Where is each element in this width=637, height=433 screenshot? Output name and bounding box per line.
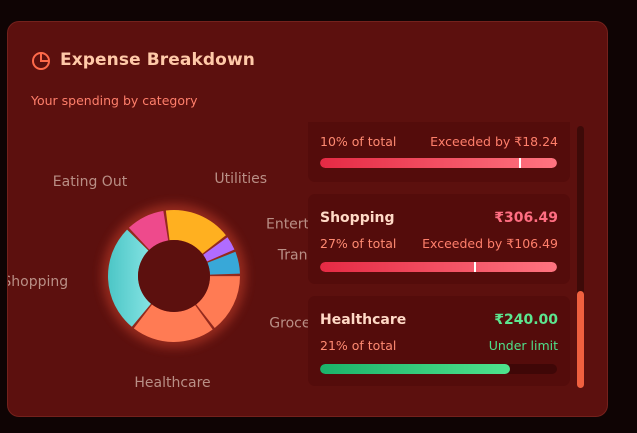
expense-breakdown-card: Expense Breakdown Your spending by categ… xyxy=(7,21,608,417)
category-status: Exceeded by ₹106.49 xyxy=(422,236,558,251)
progress-bar xyxy=(320,262,557,272)
card-subtitle: Your spending by category xyxy=(31,93,198,108)
progress-fill xyxy=(320,158,557,168)
list-item[interactable]: Shopping ₹306.49 27% of total Exceeded b… xyxy=(308,194,570,284)
slice-label-shopping: Shopping xyxy=(8,274,68,290)
category-percent: 21% of total xyxy=(320,338,397,353)
category-amount: ₹306.49 xyxy=(494,210,558,226)
category-percent: 27% of total xyxy=(320,236,397,251)
slice-label-utilities: Utilities xyxy=(214,171,267,187)
scrollbar-thumb[interactable] xyxy=(577,291,584,388)
category-name: Shopping xyxy=(320,210,395,226)
pie-chart-icon xyxy=(32,52,50,70)
pie-slice-shopping[interactable] xyxy=(108,229,152,327)
budget-limit-marker xyxy=(519,158,522,168)
donut-chart: Groceries Healthcare Shopping Eating Out Uti… xyxy=(8,122,318,412)
pie-slice-eating-out[interactable] xyxy=(128,210,169,250)
slice-label-healthcare: Healthcare xyxy=(134,375,210,391)
list-item[interactable]: Healthcare ₹240.00 21% of total Under li… xyxy=(308,296,570,386)
pie-slice-healthcare[interactable] xyxy=(133,304,213,342)
slice-label-entertainment: Entertainment xyxy=(266,216,318,232)
pie-slice-utilities[interactable] xyxy=(165,210,226,254)
pie-slice-transportation[interactable] xyxy=(207,251,240,275)
progress-bar xyxy=(320,364,557,374)
category-list[interactable]: 10% of total Exceeded by ₹18.24 Shopping… xyxy=(308,122,570,414)
category-status: Exceeded by ₹18.24 xyxy=(430,134,558,149)
category-amount: ₹240.00 xyxy=(494,312,558,328)
pie-slice-groceries[interactable] xyxy=(196,276,240,328)
progress-fill xyxy=(320,262,557,272)
card-title: Expense Breakdown xyxy=(60,50,255,70)
pie-slice-entertainment[interactable] xyxy=(203,237,235,262)
category-name: Healthcare xyxy=(320,312,407,328)
slice-label-eating-out: Eating Out xyxy=(53,174,128,190)
scrollbar[interactable] xyxy=(577,126,584,388)
slice-label-groceries: Groceries xyxy=(269,315,318,331)
category-percent: 10% of total xyxy=(320,134,397,149)
list-item[interactable]: 10% of total Exceeded by ₹18.24 xyxy=(308,122,570,182)
progress-bar xyxy=(320,158,557,168)
slice-label-transportation: Transportation xyxy=(277,247,318,263)
budget-limit-marker xyxy=(474,262,477,272)
category-status: Under limit xyxy=(488,338,558,353)
progress-fill xyxy=(320,364,510,374)
